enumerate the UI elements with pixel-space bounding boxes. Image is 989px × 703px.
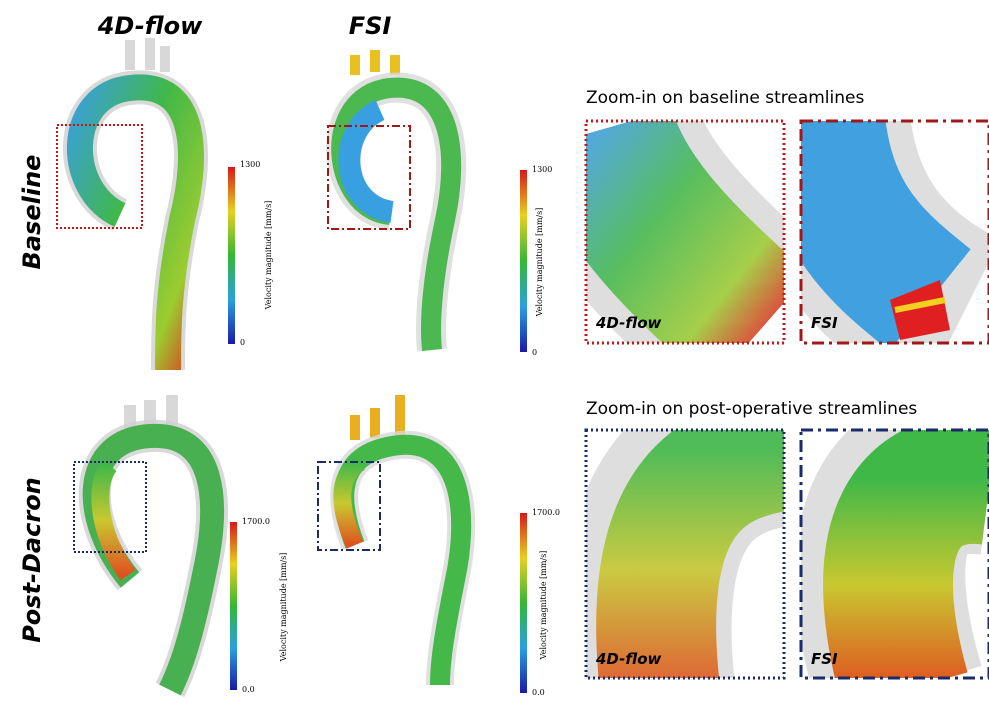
zoom-panel: 4D-flow: [584, 428, 786, 680]
colorbar-min: 0: [532, 348, 537, 357]
zoom-panel: 4D-flow: [584, 119, 786, 345]
zoom-label: FSI: [811, 314, 838, 332]
colorbar-title: Velocity magnitude [mm/s]: [539, 551, 548, 661]
zoom-title: Zoom-in on baseline streamlines: [586, 88, 864, 108]
aorta-render: [56, 38, 208, 371]
colorbar-min: 0.0: [532, 688, 545, 697]
colorbar-min: 0: [240, 338, 245, 347]
zoom-title: Zoom-in on post-operative streamlines: [586, 399, 917, 419]
aorta-render: [73, 395, 228, 698]
colorbar-title: Velocity magnitude [mm/s]: [264, 201, 273, 311]
colorbar-max: 1300: [532, 165, 552, 174]
colorbar: 1300 0 Velocity magnitude [mm/s]: [228, 160, 273, 347]
colorbar-max: 1700.0: [242, 517, 270, 526]
colorbar-max: 1300: [240, 160, 260, 169]
colorbar: 1300 0 Velocity magnitude [mm/s]: [520, 165, 552, 357]
row-label: Baseline: [18, 155, 46, 270]
zoom-label: 4D-flow: [595, 314, 662, 332]
aorta-render: [317, 395, 476, 686]
zoom-label: FSI: [811, 650, 838, 668]
colorbar-title: Velocity magnitude [mm/s]: [279, 553, 288, 663]
column-header: 4D-flow: [97, 12, 203, 40]
zoom-panel: FSI: [799, 119, 989, 345]
row-label: Post-Dacron: [18, 477, 46, 643]
colorbar: 1700.0 0.0 Velocity magnitude [mm/s]: [520, 508, 560, 697]
zoom-label: 4D-flow: [595, 650, 662, 668]
colorbar-min: 0.0: [242, 685, 255, 694]
colorbar-title: Velocity magnitude [mm/s]: [535, 208, 544, 318]
aorta-render: [326, 50, 467, 352]
colorbar: 1700.0 0.0 Velocity magnitude [mm/s]: [230, 517, 288, 694]
zoom-panel: FSI: [799, 428, 989, 680]
column-header: FSI: [349, 12, 392, 40]
colorbar-max: 1700.0: [532, 508, 560, 517]
